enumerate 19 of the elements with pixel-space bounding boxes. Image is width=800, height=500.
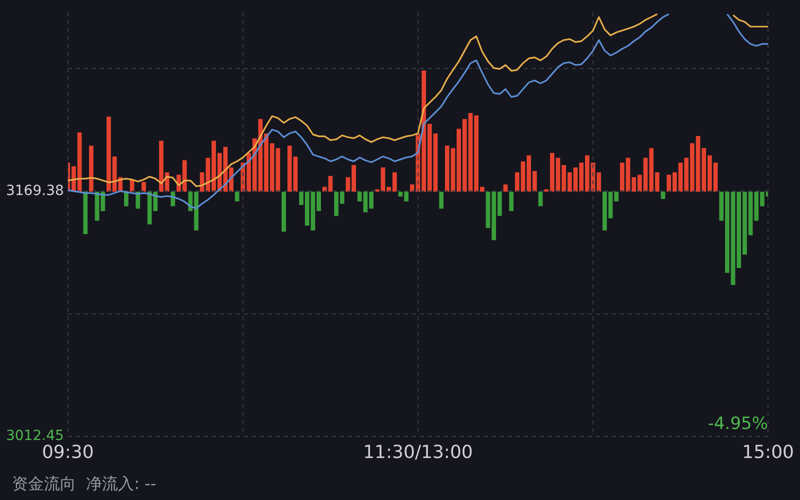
bar (89, 146, 94, 192)
bar (282, 192, 286, 232)
bar (83, 192, 88, 234)
bar (660, 192, 666, 199)
bar (538, 192, 543, 206)
y-tick-label: 3169.38 (6, 182, 64, 199)
bar (509, 192, 514, 212)
bar (170, 192, 176, 206)
x-tick-label: 09:30 (42, 442, 94, 463)
annotation: -4.95% (708, 414, 768, 434)
bar (136, 192, 140, 209)
x-tick-label: 11:30/13:00 (363, 442, 473, 463)
y-tick-label: 3012.45 (6, 428, 64, 444)
bar (124, 192, 128, 206)
bar (234, 192, 240, 202)
x-tick-label: 15:00 (742, 442, 794, 463)
bar (439, 192, 444, 209)
text: 资金流向 净流入: -- (12, 474, 156, 495)
bar (142, 182, 146, 192)
